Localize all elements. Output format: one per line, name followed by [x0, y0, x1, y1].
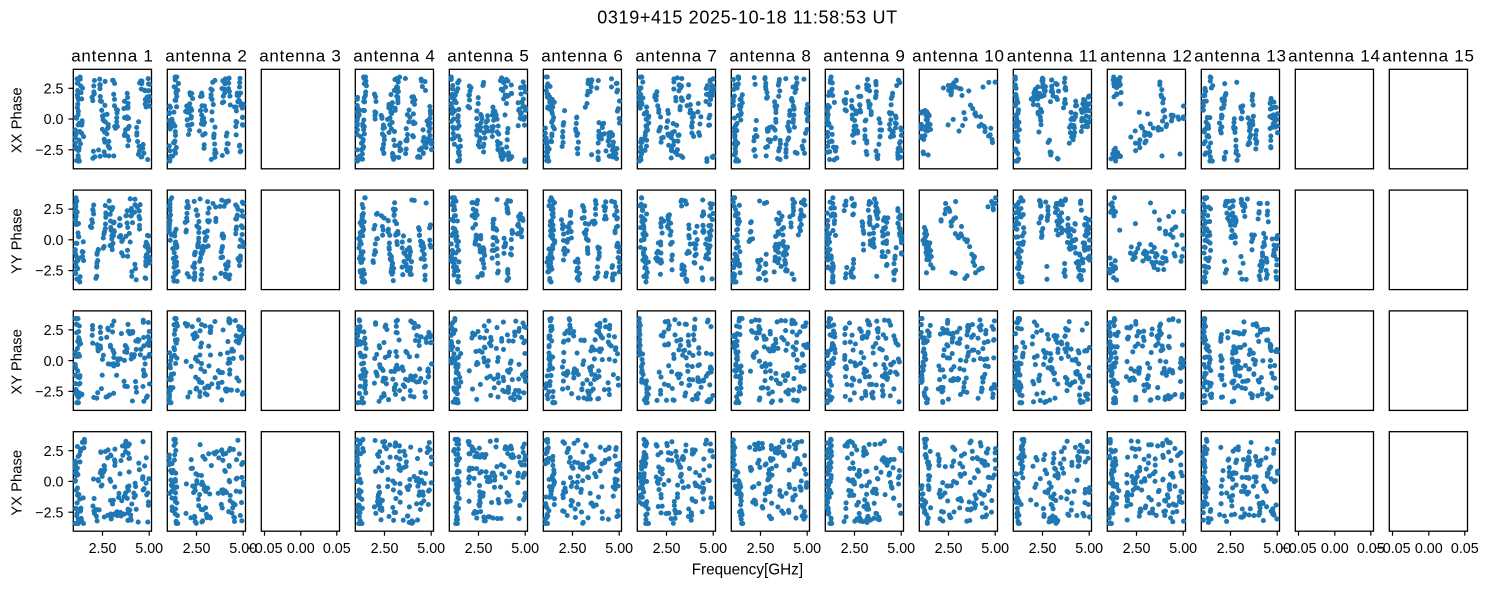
svg-text:2.50: 2.50	[183, 541, 211, 557]
svg-text:0.0: 0.0	[44, 475, 64, 491]
svg-text:0.0: 0.0	[44, 354, 64, 370]
svg-text:0.0: 0.0	[44, 112, 64, 128]
svg-text:5.00: 5.00	[1169, 541, 1197, 557]
svg-text:2.50: 2.50	[747, 541, 775, 557]
svg-text:5.00: 5.00	[605, 541, 633, 557]
svg-text:−2.5: −2.5	[35, 264, 63, 280]
svg-text:antenna 14: antenna 14	[1288, 47, 1381, 66]
svg-text:0.0: 0.0	[44, 233, 64, 249]
svg-text:5.00: 5.00	[511, 541, 539, 557]
svg-text:2.5: 2.5	[44, 202, 64, 218]
svg-text:5.00: 5.00	[417, 541, 445, 557]
svg-text:antenna 3: antenna 3	[259, 47, 341, 66]
svg-text:antenna 4: antenna 4	[353, 47, 435, 66]
svg-text:0.00: 0.00	[1415, 541, 1443, 557]
svg-text:5.00: 5.00	[1263, 541, 1291, 557]
svg-text:antenna 11: antenna 11	[1007, 47, 1098, 66]
svg-text:−0.05: −0.05	[1374, 541, 1410, 557]
svg-text:2.50: 2.50	[1217, 541, 1245, 557]
svg-text:antenna 7: antenna 7	[635, 47, 717, 66]
svg-text:antenna 2: antenna 2	[165, 47, 247, 66]
svg-text:antenna 12: antenna 12	[1100, 47, 1193, 66]
svg-text:0319+415 2025-10-18 11:58:53 U: 0319+415 2025-10-18 11:58:53 UT	[597, 8, 898, 28]
svg-text:YX Phase: YX Phase	[10, 450, 26, 516]
svg-text:2.50: 2.50	[935, 541, 963, 557]
svg-text:2.5: 2.5	[44, 81, 64, 97]
svg-text:−2.5: −2.5	[35, 143, 63, 159]
svg-text:−2.5: −2.5	[35, 505, 63, 521]
svg-text:0.00: 0.00	[287, 541, 315, 557]
svg-text:XX Phase: XX Phase	[10, 87, 26, 153]
svg-text:2.50: 2.50	[89, 541, 117, 557]
svg-text:2.50: 2.50	[1123, 541, 1151, 557]
svg-text:2.50: 2.50	[465, 541, 493, 557]
svg-text:2.50: 2.50	[559, 541, 587, 557]
svg-text:antenna 5: antenna 5	[447, 47, 529, 66]
svg-text:YY Phase: YY Phase	[10, 208, 26, 274]
svg-text:XY Phase: XY Phase	[10, 329, 26, 395]
svg-text:Frequency[GHz]: Frequency[GHz]	[692, 561, 803, 578]
svg-text:5.00: 5.00	[981, 541, 1009, 557]
svg-text:5.00: 5.00	[135, 541, 163, 557]
svg-text:0.05: 0.05	[1357, 541, 1385, 557]
svg-text:2.50: 2.50	[1029, 541, 1057, 557]
svg-text:antenna 8: antenna 8	[729, 47, 811, 66]
svg-text:2.50: 2.50	[653, 541, 681, 557]
svg-text:antenna 10: antenna 10	[912, 47, 1005, 66]
svg-text:antenna 9: antenna 9	[823, 47, 905, 66]
svg-text:2.5: 2.5	[44, 323, 64, 339]
svg-text:−0.05: −0.05	[1280, 541, 1316, 557]
svg-text:0.05: 0.05	[1451, 541, 1479, 557]
svg-text:5.00: 5.00	[229, 541, 257, 557]
svg-text:5.00: 5.00	[793, 541, 821, 557]
svg-text:antenna 13: antenna 13	[1194, 47, 1287, 66]
svg-text:5.00: 5.00	[887, 541, 915, 557]
svg-text:2.5: 2.5	[44, 444, 64, 460]
svg-text:2.50: 2.50	[841, 541, 869, 557]
svg-text:5.00: 5.00	[699, 541, 727, 557]
svg-text:0.00: 0.00	[1321, 541, 1349, 557]
svg-text:antenna 1: antenna 1	[71, 47, 153, 66]
svg-text:antenna 6: antenna 6	[541, 47, 623, 66]
svg-text:−2.5: −2.5	[35, 385, 63, 401]
svg-text:5.00: 5.00	[1075, 541, 1103, 557]
svg-text:0.05: 0.05	[323, 541, 351, 557]
svg-text:2.50: 2.50	[371, 541, 399, 557]
svg-text:−0.05: −0.05	[246, 541, 282, 557]
svg-text:antenna 15: antenna 15	[1382, 47, 1475, 66]
